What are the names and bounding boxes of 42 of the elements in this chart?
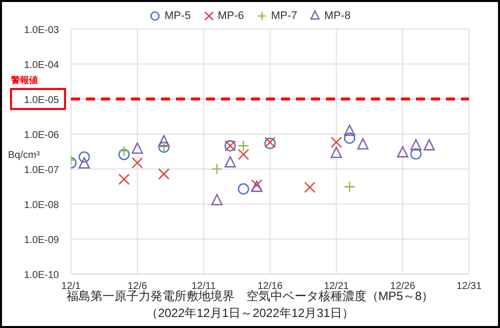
point bbox=[410, 148, 422, 160]
y-tick-label: 1.0E-07 bbox=[24, 165, 60, 176]
point bbox=[410, 139, 422, 150]
point bbox=[397, 146, 408, 158]
point bbox=[238, 148, 250, 160]
y-tick-label: 1.0E-06 bbox=[24, 130, 60, 141]
point bbox=[344, 132, 356, 144]
legend-label: MP-6 bbox=[216, 10, 244, 22]
point bbox=[224, 156, 236, 168]
point bbox=[78, 151, 90, 163]
y-tick-label: 1.0E-04 bbox=[24, 60, 60, 71]
point bbox=[357, 138, 369, 150]
x-tick-label: 12/31 bbox=[456, 281, 482, 292]
point bbox=[424, 139, 435, 150]
y-tick-label: 1.0E-10 bbox=[24, 270, 60, 281]
y-axis-title: Bq/cm³ bbox=[8, 150, 40, 161]
text: （2022年12月1日～2022年12月31日） bbox=[144, 305, 356, 322]
point bbox=[211, 194, 223, 206]
point bbox=[344, 124, 356, 136]
point bbox=[118, 148, 130, 160]
y-tick-label: 1.0E-05 bbox=[24, 95, 60, 106]
point bbox=[132, 157, 143, 168]
point bbox=[304, 182, 316, 193]
y-tick-label: 1.0E-09 bbox=[24, 235, 60, 246]
ref-line-label: 警報値 bbox=[10, 75, 38, 85]
legend-label: MP-8 bbox=[323, 10, 351, 22]
point bbox=[344, 181, 356, 192]
legend-label: MP-7 bbox=[270, 10, 298, 22]
point bbox=[330, 136, 342, 148]
point bbox=[132, 142, 143, 154]
point bbox=[78, 157, 90, 169]
point bbox=[158, 135, 170, 146]
legend-label: MP-5 bbox=[163, 10, 191, 22]
point bbox=[330, 146, 342, 158]
point bbox=[238, 140, 250, 152]
y-tick-label: 1.0E-03 bbox=[24, 25, 60, 36]
point bbox=[118, 145, 130, 156]
point bbox=[158, 168, 170, 180]
point bbox=[211, 163, 223, 175]
point bbox=[118, 174, 130, 185]
y-tick-label: 1.0E-08 bbox=[24, 200, 60, 211]
point bbox=[238, 183, 250, 195]
